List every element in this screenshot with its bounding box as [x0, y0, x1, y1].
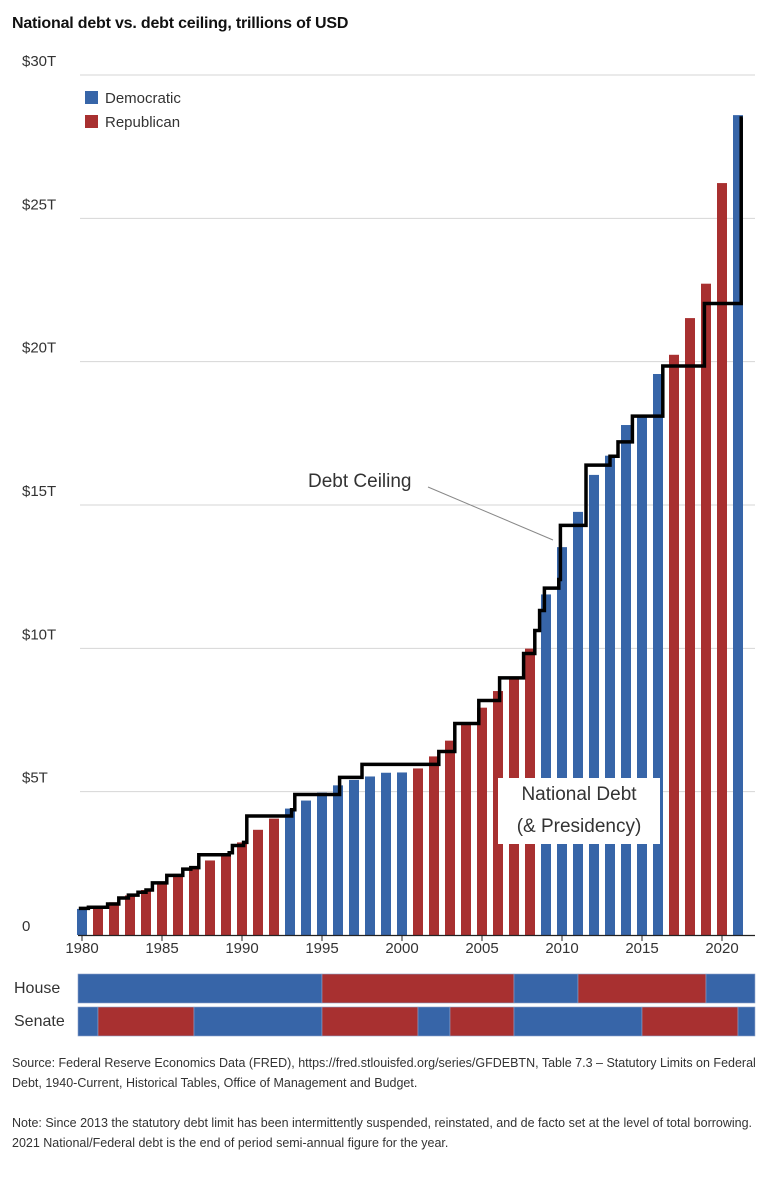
congress-label-senate: Senate [14, 1013, 65, 1030]
y-tick-label: $15T [22, 483, 56, 500]
debt-bar-2013 [605, 455, 615, 935]
source-text: Source: Federal Reserve Economics Data (… [12, 1056, 756, 1090]
debt-bar-1996 [333, 785, 343, 935]
congress-house-segment [705, 973, 756, 1004]
debt-bar-1992 [269, 818, 279, 935]
debt-label-line2: (& Presidency) [517, 816, 642, 837]
debt-label-box [498, 778, 660, 844]
debt-bar-2005 [477, 707, 487, 935]
debt-bar-2018 [685, 318, 695, 935]
debt-bar-2001 [413, 768, 423, 935]
legend-swatch-republican [85, 115, 98, 128]
legend-label-democratic: Democratic [105, 90, 181, 107]
debt-bar-2019 [701, 283, 711, 935]
congress-senate-segment [641, 1006, 739, 1037]
debt-bar-2020 [717, 183, 727, 935]
y-tick-label: $10T [22, 626, 56, 643]
debt-bar-1985 [157, 882, 167, 935]
congress-house-segment [77, 973, 323, 1004]
debt-bar-1986 [173, 873, 183, 935]
x-tick-label: 2005 [465, 940, 498, 957]
debt-bar-2011 [573, 511, 583, 935]
note-text: Note: Since 2013 the statutory debt limi… [12, 1116, 753, 1150]
congress-house-segment [321, 973, 515, 1004]
x-tick-label: 1985 [145, 940, 178, 957]
debt-bar-2002 [429, 756, 439, 935]
debt-bar-1991 [253, 829, 263, 935]
congress-senate-segment [193, 1006, 323, 1037]
debt-bar-2017 [669, 354, 679, 936]
x-tick-label: 2020 [705, 940, 738, 957]
congress-senate-segment [513, 1006, 643, 1037]
congress-senate-segment [449, 1006, 515, 1037]
x-tick-label: 2015 [625, 940, 658, 957]
congress-house-segment [577, 973, 707, 1004]
debt-bar-2021 [733, 115, 743, 936]
debt-bar-1983 [125, 895, 135, 935]
debt-bar-1990 [237, 842, 247, 935]
legend-swatch-democratic [85, 91, 98, 104]
congress-label-house: House [14, 980, 60, 997]
debt-bar-1998 [365, 776, 375, 935]
debt-bar-2012 [589, 474, 599, 935]
y-tick-label: $20T [22, 340, 56, 357]
debt-bar-1984 [141, 889, 151, 935]
x-tick-label: 2010 [545, 940, 578, 957]
x-tick-label: 1980 [65, 940, 98, 957]
debt-bar-1995 [317, 792, 327, 935]
debt-bar-2014 [621, 425, 631, 935]
debt-bar-1989 [221, 853, 231, 935]
debt-bar-2016 [653, 373, 663, 935]
debt-bar-1980 [77, 908, 87, 935]
y-tick-label: $5T [22, 770, 48, 787]
debt-bar-1999 [381, 772, 391, 935]
debt-ceiling-line [78, 116, 743, 911]
debt-bar-2000 [397, 772, 407, 935]
debt-bar-1982 [109, 902, 119, 935]
x-tick-label: 1990 [225, 940, 258, 957]
congress-senate-segment [417, 1006, 451, 1037]
congress-senate-segment [77, 1006, 99, 1037]
debt-bar-1981 [93, 906, 103, 935]
congress-senate-segment [97, 1006, 195, 1037]
debt-bar-1988 [205, 860, 215, 935]
debt-label-line1: National Debt [521, 784, 637, 805]
debt-bar-2010 [557, 547, 567, 935]
debt-bar-1997 [349, 779, 359, 935]
debt-bar-2015 [637, 414, 647, 935]
ceiling-leader-line [427, 486, 554, 541]
x-tick-label: 1995 [305, 940, 338, 957]
debt-bar-1987 [189, 867, 199, 935]
y-tick-label: $30T [22, 53, 56, 70]
debt-bar-2003 [445, 740, 455, 935]
y-tick-label: $25T [22, 196, 56, 213]
chart-title: National debt vs. debt ceiling, trillion… [12, 15, 349, 32]
debt-bar-1994 [301, 800, 311, 935]
congress-senate-segment [737, 1006, 756, 1037]
debt-bar-2004 [461, 723, 471, 935]
y-tick-label: 0 [22, 918, 30, 935]
debt-bar-1993 [285, 808, 295, 935]
debt-bar-2009 [541, 594, 551, 935]
congress-house-segment [513, 973, 579, 1004]
x-tick-label: 2000 [385, 940, 418, 957]
legend-label-republican: Republican [105, 114, 180, 131]
congress-senate-segment [321, 1006, 419, 1037]
ceiling-label: Debt Ceiling [308, 471, 412, 492]
